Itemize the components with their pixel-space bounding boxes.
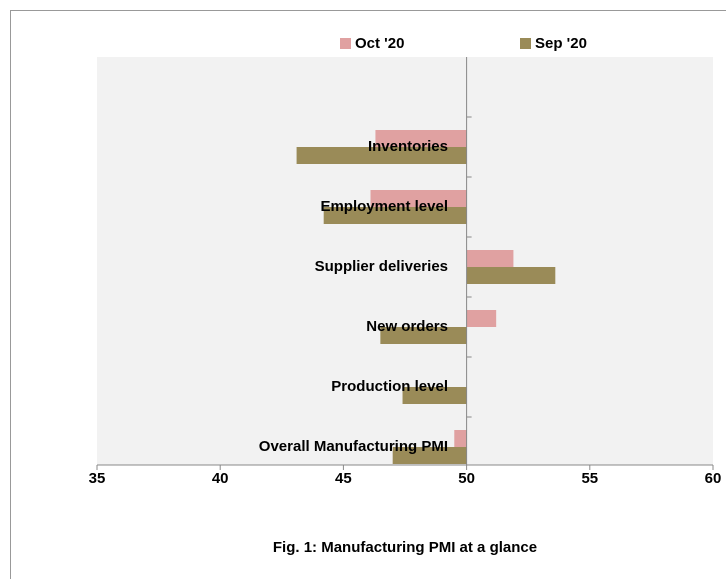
bar [454,430,467,447]
legend-swatch [520,38,531,49]
bar [466,250,514,267]
bar [370,190,467,207]
chart-title: Fig. 1: Manufacturing PMI at a glance [273,539,537,556]
x-tick-label: 55 [581,470,598,487]
y-tick-label: Overall Manufacturing PMI [259,438,448,455]
legend-label: Oct '20 [355,35,404,52]
bar [402,387,467,404]
bar [466,310,497,327]
legend-swatch [340,38,351,49]
y-tick-label: Supplier deliveries [315,258,448,275]
y-tick-label: New orders [366,318,448,335]
bar [323,207,467,224]
bar [392,447,467,464]
y-tick-label: Production level [331,378,448,395]
x-tick-label: 60 [705,470,722,487]
y-tick-label: Inventories [368,138,448,155]
bar [296,147,467,164]
legend-label: Sep '20 [535,35,587,52]
x-tick-label: 45 [335,470,352,487]
x-tick-label: 40 [212,470,229,487]
bar [466,267,556,284]
y-tick-label: Employment level [320,198,448,215]
x-tick-label: 50 [458,470,475,487]
bar [375,130,467,147]
bar [380,327,467,344]
x-tick-label: 35 [89,470,106,487]
